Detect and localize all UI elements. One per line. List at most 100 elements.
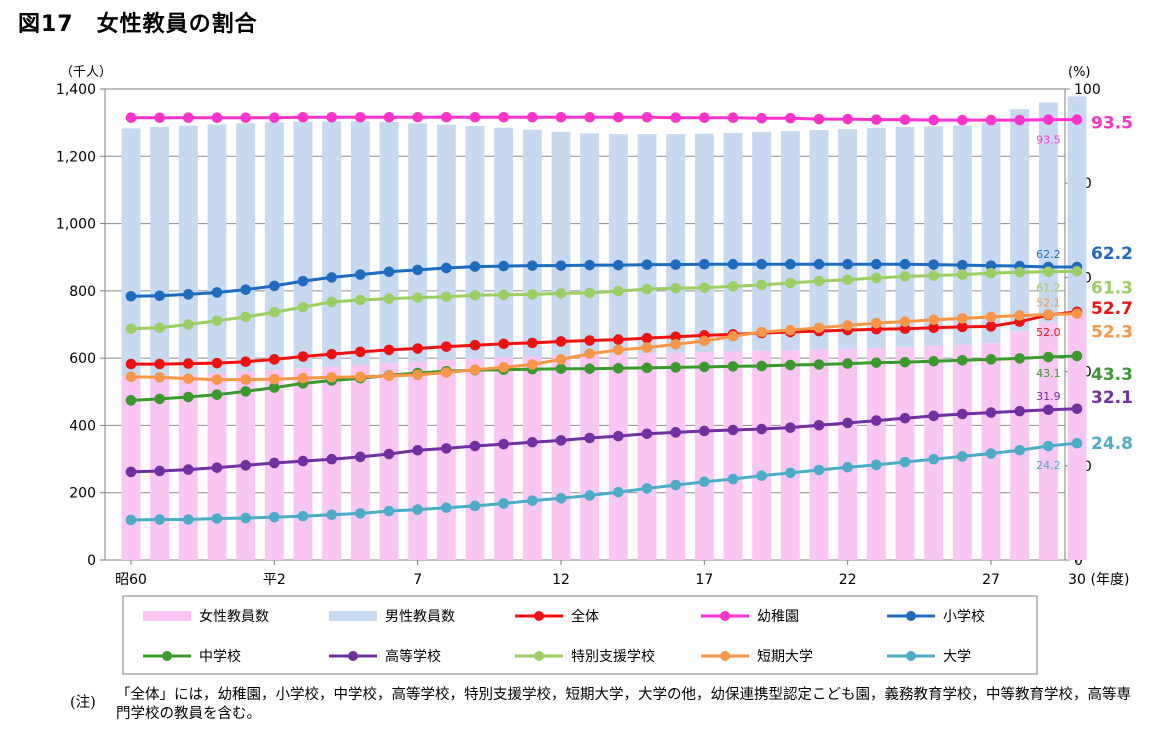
- male-bar: [236, 123, 256, 372]
- legend-label-junior_high: 中学校: [199, 648, 241, 665]
- marker-junior_college: [297, 372, 309, 384]
- marker-high_school: [899, 412, 911, 424]
- marker-junior_college: [727, 330, 739, 342]
- marker-kindergarten: [125, 112, 137, 124]
- marker-elementary: [871, 258, 882, 270]
- marker-high_school: [269, 457, 280, 469]
- marker-junior_college: [957, 313, 968, 324]
- marker-junior_high: [211, 389, 223, 400]
- marker-kindergarten: [527, 111, 538, 123]
- marker-kindergarten: [269, 112, 280, 124]
- marker-university: [756, 470, 767, 481]
- male-bar: [809, 130, 829, 350]
- marker-junior_college: [584, 348, 595, 360]
- marker-university: [613, 486, 624, 498]
- marker-kindergarten: [813, 113, 825, 125]
- marker-junior_college: [326, 371, 337, 383]
- y-left-tick-label: 600: [69, 351, 96, 367]
- legend-marker-special_support: [534, 651, 544, 661]
- female-bar: [350, 364, 370, 560]
- marker-university: [154, 514, 165, 525]
- value-label-all-prev: 52.0: [1036, 326, 1061, 339]
- female-bar: [580, 354, 600, 560]
- legend-label-high_school: 高等学校: [385, 648, 441, 665]
- male-bar: [866, 128, 886, 349]
- male-bar: [608, 134, 628, 355]
- marker-junior_high: [641, 362, 653, 374]
- female-bar: [694, 352, 714, 560]
- marker-junior_college: [756, 326, 767, 338]
- y-left-tick-label: 1,200: [56, 149, 96, 165]
- marker-elementary: [469, 261, 481, 272]
- marker-special_support: [183, 319, 194, 330]
- male-bar: [408, 123, 428, 362]
- marker-special_support: [240, 311, 251, 323]
- male-bar: [178, 125, 198, 375]
- x-tick-label: 7: [413, 572, 422, 588]
- x-tick-label: 30: [1068, 572, 1086, 588]
- male-bar: [522, 129, 542, 357]
- marker-high_school: [1071, 403, 1083, 415]
- marker-junior_college: [383, 370, 395, 382]
- marker-kindergarten: [498, 111, 509, 123]
- marker-high_school: [383, 448, 395, 460]
- female-bar: [494, 357, 514, 560]
- marker-university: [183, 514, 194, 525]
- marker-special_support: [957, 269, 968, 280]
- series-line-university: [130, 441, 1078, 522]
- marker-all: [240, 356, 251, 368]
- marker-kindergarten: [355, 111, 366, 123]
- marker-junior_college: [355, 371, 366, 383]
- marker-elementary: [154, 290, 165, 302]
- marker-junior_high: [1014, 353, 1025, 364]
- marker-elementary: [785, 258, 796, 270]
- marker-high_school: [555, 435, 567, 446]
- marker-special_support: [498, 289, 509, 301]
- marker-junior_college: [670, 338, 681, 350]
- value-label-junior_high-last: 43.3: [1091, 365, 1133, 385]
- marker-special_support: [469, 289, 481, 301]
- y-left-tick-label: 1,400: [56, 82, 96, 98]
- marker-kindergarten: [240, 112, 251, 124]
- marker-special_support: [813, 275, 825, 287]
- legend-marker-kindergarten: [720, 611, 730, 621]
- marker-elementary: [985, 260, 997, 271]
- y-left-tick-label: 1,000: [56, 217, 96, 233]
- marker-special_support: [297, 301, 309, 313]
- marker-elementary: [441, 262, 452, 274]
- marker-high_school: [756, 423, 767, 435]
- marker-high_school: [527, 436, 538, 448]
- y-right-tick-label: 100: [1074, 82, 1101, 98]
- male-bar: [952, 125, 972, 345]
- marker-special_support: [1071, 265, 1083, 277]
- marker-kindergarten: [785, 112, 796, 124]
- marker-junior_high: [785, 359, 796, 371]
- female-bar: [1067, 314, 1087, 560]
- male-bar: [780, 131, 800, 351]
- marker-university: [269, 511, 280, 523]
- marker-all: [412, 343, 423, 354]
- marker-junior_high: [699, 361, 710, 373]
- female-bar: [924, 346, 944, 560]
- marker-university: [125, 514, 137, 526]
- marker-all: [555, 336, 567, 347]
- marker-kindergarten: [670, 112, 681, 124]
- marker-high_school: [240, 460, 251, 471]
- footnote-mark: (注): [70, 695, 96, 711]
- legend-item-high_school: 高等学校: [329, 648, 441, 665]
- male-bar: [150, 127, 170, 376]
- marker-junior_college: [211, 374, 223, 385]
- female-bar: [809, 349, 829, 560]
- marker-elementary: [355, 269, 366, 280]
- marker-high_school: [785, 422, 796, 433]
- marker-kindergarten: [469, 111, 481, 123]
- series-line-kindergarten: [131, 115, 1077, 122]
- marker-junior_college: [928, 314, 939, 326]
- marker-university: [412, 504, 423, 515]
- marker-all: [154, 358, 165, 370]
- marker-kindergarten: [985, 114, 997, 126]
- legend-item-female: 女性教員数: [143, 608, 269, 625]
- x-tick-label: 昭60: [115, 572, 147, 588]
- marker-kindergarten: [613, 111, 624, 123]
- marker-kindergarten: [842, 113, 853, 125]
